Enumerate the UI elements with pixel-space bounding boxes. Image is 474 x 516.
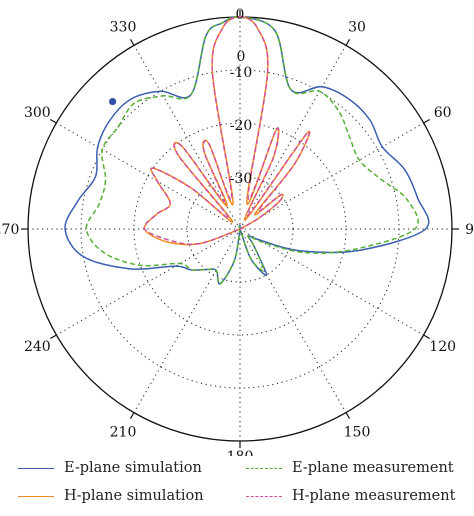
series-layer [64, 16, 430, 285]
grid-spoke [239, 228, 347, 413]
legend-swatch [246, 467, 282, 469]
legend-item-h-plane-measurement: H-plane measurement [246, 488, 455, 504]
outer-tick [345, 39, 351, 46]
angle-tick-label: 240 [24, 339, 51, 355]
legend-item-h-plane-simulation: H-plane simulation [18, 488, 204, 504]
series-line-e-plane-simulation [64, 16, 430, 285]
legend-label: E-plane measurement [292, 460, 454, 476]
grid-spoke [133, 228, 241, 413]
series-line-e-plane-measurement [85, 16, 419, 285]
radial-tick-label: 0 [237, 49, 246, 65]
angle-tick-label: 330 [110, 19, 137, 35]
angle-tick-label: 30 [348, 19, 366, 35]
series-line-h-plane-measurement [143, 16, 311, 246]
outer-tick [129, 412, 135, 419]
legend-label: H-plane measurement [292, 488, 456, 504]
radial-tick-label: -20 [230, 118, 253, 134]
legend-item-e-plane-measurement: E-plane measurement [246, 460, 454, 476]
grid-spoke [56, 228, 241, 336]
outer-tick [423, 334, 430, 340]
radial-tick-label: -30 [230, 171, 253, 187]
angle-tick-label: 270 [0, 222, 19, 238]
radial-tick-label: -10 [230, 65, 253, 81]
legend-swatch [246, 495, 282, 497]
outer-tick [50, 334, 57, 340]
grid-spoke [239, 45, 347, 230]
angle-tick-label: 150 [344, 425, 371, 441]
angle-tick-label: 120 [429, 339, 456, 355]
data-marker [108, 97, 117, 106]
grid-spoke [56, 122, 241, 230]
outer-tick [345, 412, 351, 419]
outer-tick [423, 118, 430, 124]
angle-tick-label: 180 [227, 449, 254, 456]
grid-spoke [133, 45, 241, 230]
angle-tick-label: 0 [236, 7, 245, 23]
legend-label: H-plane simulation [64, 488, 204, 504]
angle-tick-label: 60 [434, 105, 452, 121]
legend-label: E-plane simulation [64, 460, 202, 476]
outer-tick [129, 39, 135, 46]
grid-spoke [239, 228, 424, 336]
polar-chart: 03060901201501802102402703003300-10-20-3… [0, 7, 474, 456]
outer-tick [50, 118, 57, 124]
angle-tick-label: 210 [110, 425, 137, 441]
grid-spoke [239, 122, 424, 230]
angle-tick-label: 90 [465, 222, 474, 238]
legend-item-e-plane-simulation: E-plane simulation [18, 460, 202, 476]
legend-swatch [18, 495, 54, 497]
legend-swatch [18, 467, 54, 469]
angle-tick-label: 300 [24, 105, 51, 121]
tick-labels: 03060901201501802102402703003300-10-20-3… [0, 7, 474, 456]
polar-grid [21, 10, 459, 448]
legend: E-plane simulation H-plane simulation E-… [14, 458, 464, 510]
series-line-h-plane-simulation [143, 16, 311, 246]
